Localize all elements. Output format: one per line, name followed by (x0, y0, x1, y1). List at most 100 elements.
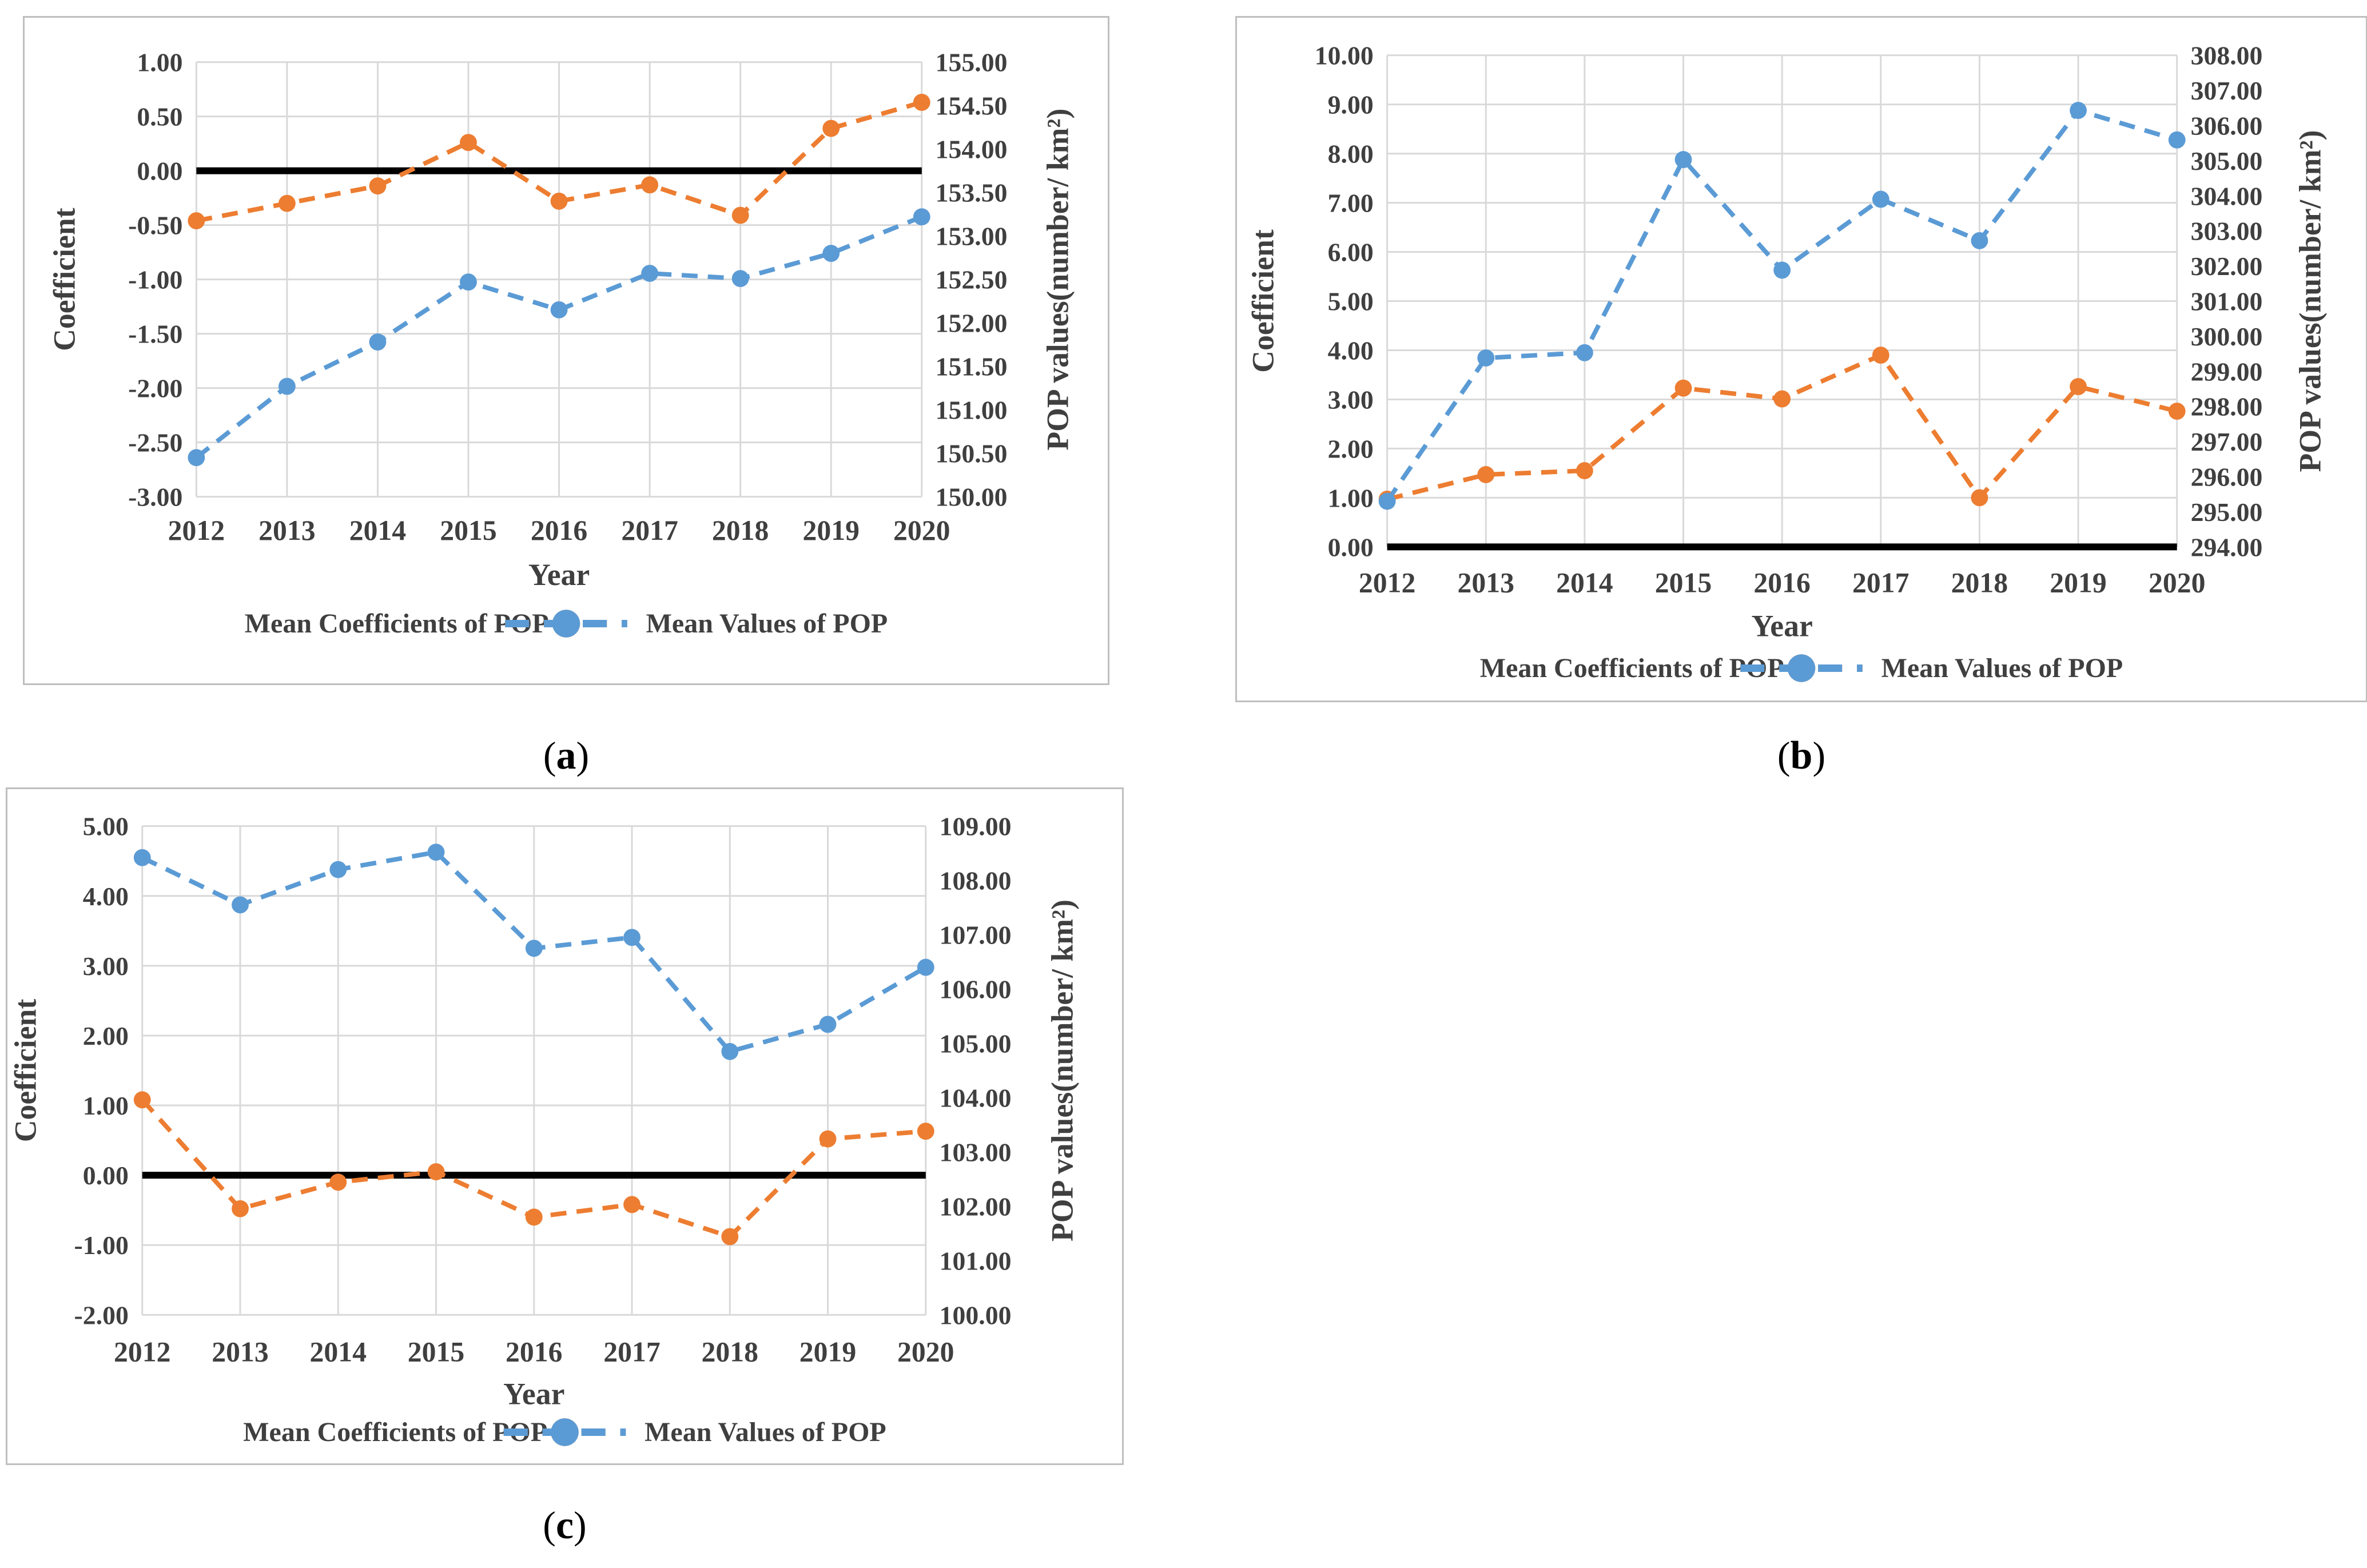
svg-text:1.00: 1.00 (1328, 483, 1374, 512)
svg-text:303.00: 303.00 (2191, 217, 2263, 246)
left-axis-ticks: 1.00 0.50 0.00 -0.50 -1.00 -1.50 -2.00 -2.50 -3.… (128, 48, 182, 512)
data-point (623, 929, 641, 946)
svg-text:2019: 2019 (799, 1336, 856, 1367)
legend-label-coefficients: Mean Coefficients of POP (243, 1417, 548, 1447)
data-point (641, 176, 659, 194)
svg-text:295.00: 295.00 (2191, 498, 2263, 527)
data-point (278, 377, 296, 395)
legend-dashed-line-icon (505, 610, 627, 638)
svg-text:150.50: 150.50 (936, 439, 1008, 468)
svg-text:2013: 2013 (1458, 567, 1515, 598)
data-point (550, 192, 568, 210)
data-point (1773, 261, 1791, 279)
right-axis-ticks: 109.00 108.00 107.00 106.00 105.00 104.00 103.… (940, 812, 1012, 1330)
data-point (731, 270, 749, 288)
x-axis-ticks: 2012 2013 2014 2015 2016 2017 2018 2019 2020 (168, 515, 950, 546)
svg-text:-2.00: -2.00 (74, 1300, 129, 1330)
svg-text:2014: 2014 (310, 1336, 367, 1367)
svg-text:5.00: 5.00 (1328, 287, 1374, 316)
svg-text:2013: 2013 (212, 1336, 268, 1367)
legend-dashed-line-icon (1740, 654, 1863, 682)
svg-text:0.00: 0.00 (83, 1161, 129, 1190)
chart-a: 1.00 0.50 0.00 -0.50 -1.00 -1.50 -2.00 -2.50 -3.… (23, 16, 1109, 685)
data-point (133, 849, 151, 866)
svg-text:102.00: 102.00 (940, 1192, 1012, 1221)
svg-text:2015: 2015 (408, 1336, 464, 1367)
gridlines (1386, 54, 2178, 548)
caption-b: (b) (1777, 734, 1826, 778)
data-point (525, 1208, 543, 1226)
right-axis-title: POP values(number/ km²) (2293, 130, 2327, 472)
svg-text:103.00: 103.00 (940, 1137, 1012, 1167)
svg-text:2019: 2019 (2050, 567, 2107, 598)
data-point (1378, 492, 1396, 510)
svg-text:3.00: 3.00 (83, 952, 129, 981)
x-axis-ticks: 2012 2013 2014 2015 2016 2017 2018 2019 2020 (114, 1336, 954, 1367)
svg-text:302.00: 302.00 (2191, 252, 2263, 281)
svg-text:152.50: 152.50 (936, 265, 1008, 295)
svg-text:2014: 2014 (349, 515, 406, 546)
caption-a: (a) (543, 734, 590, 778)
chart-a-legend: Mean Coefficients of POP Mean Values of … (25, 608, 1108, 639)
data-point (1971, 232, 1988, 249)
series-values (1378, 102, 2186, 510)
data-point (1674, 151, 1692, 168)
legend-label-values: Mean Values of POP (645, 1417, 886, 1447)
caption-letter: c (555, 1503, 574, 1547)
svg-text:100.00: 100.00 (940, 1300, 1012, 1330)
chart-c-legend: Mean Coefficients of POP Mean Values of … (7, 1416, 1122, 1448)
data-point (1872, 347, 1889, 364)
svg-text:2018: 2018 (1951, 567, 2008, 598)
data-point (1674, 379, 1692, 397)
left-axis-title: Coefficient (1246, 229, 1280, 373)
data-point (822, 245, 840, 262)
data-point (1971, 489, 1988, 507)
chart-c: 5.00 4.00 3.00 2.00 1.00 0.00 -1.00 -2.00 109.00… (6, 787, 1124, 1465)
svg-text:152.00: 152.00 (936, 309, 1008, 338)
svg-text:0.00: 0.00 (1328, 532, 1374, 562)
svg-text:296.00: 296.00 (2191, 463, 2263, 492)
svg-text:2020: 2020 (2149, 567, 2206, 598)
svg-text:298.00: 298.00 (2191, 392, 2263, 421)
data-point (2070, 378, 2087, 396)
data-point (721, 1042, 739, 1060)
svg-text:154.00: 154.00 (936, 135, 1008, 164)
svg-text:2017: 2017 (603, 1336, 660, 1367)
series-coefficients (1378, 347, 2186, 508)
svg-text:2.00: 2.00 (83, 1021, 129, 1050)
x-axis-ticks: 2012 2013 2014 2015 2016 2017 2018 2019 2020 (1359, 567, 2206, 598)
caption-c: (c) (543, 1503, 587, 1547)
data-point (822, 120, 840, 137)
svg-text:154.50: 154.50 (936, 91, 1008, 121)
svg-text:0.00: 0.00 (137, 157, 182, 186)
series-coefficients (188, 93, 930, 229)
data-point (525, 940, 543, 957)
svg-text:2018: 2018 (702, 1336, 758, 1367)
left-axis-ticks: 10.00 9.00 8.00 7.00 6.00 5.00 4.00 3.00 2.00 1.0… (1315, 41, 1374, 562)
svg-text:155.00: 155.00 (936, 48, 1008, 77)
data-point (460, 134, 477, 152)
chart-c-canvas: 5.00 4.00 3.00 2.00 1.00 0.00 -1.00 -2.00 109.00… (9, 812, 1080, 1411)
data-point (369, 177, 387, 195)
svg-text:7.00: 7.00 (1328, 189, 1374, 218)
svg-text:2020: 2020 (893, 515, 950, 546)
data-point (1477, 349, 1495, 367)
data-point (2168, 131, 2186, 149)
legend-item-values: Mean Values of POP (503, 1416, 886, 1448)
data-point (329, 1173, 347, 1191)
svg-text:305.00: 305.00 (2191, 146, 2263, 176)
x-axis-title: Year (503, 1376, 564, 1411)
left-axis-title: Coefficient (9, 999, 43, 1143)
svg-text:2014: 2014 (1556, 567, 1613, 598)
svg-text:0.50: 0.50 (137, 102, 182, 132)
svg-text:105.00: 105.00 (940, 1029, 1012, 1058)
svg-text:301.00: 301.00 (2191, 287, 2263, 316)
svg-text:-1.50: -1.50 (128, 320, 182, 349)
caption-letter: b (1790, 734, 1813, 778)
right-axis-title: POP values(number/ km²) (1045, 900, 1079, 1241)
svg-text:9.00: 9.00 (1328, 90, 1374, 120)
svg-text:3.00: 3.00 (1328, 385, 1374, 414)
data-point (133, 1091, 151, 1109)
data-point (188, 212, 205, 229)
svg-text:2017: 2017 (621, 515, 678, 546)
